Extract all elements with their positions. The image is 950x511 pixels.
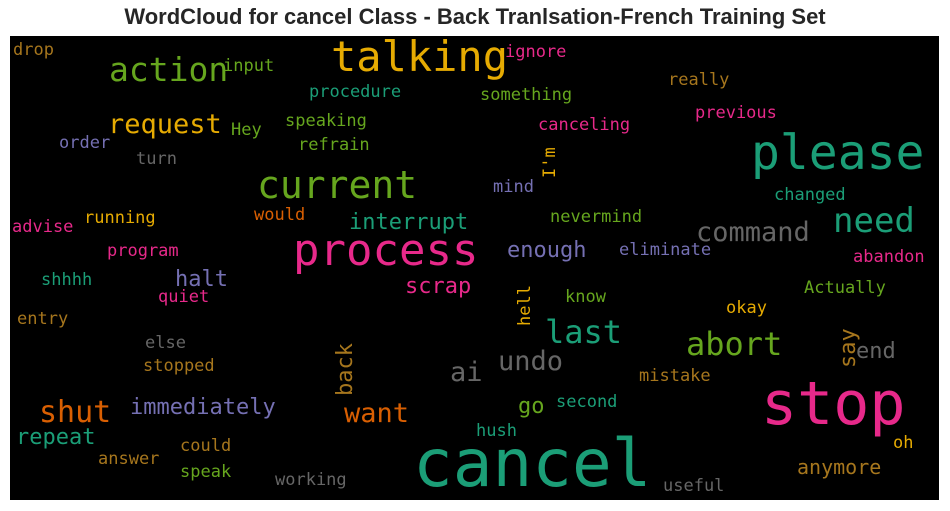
word-ignore: ignore [505,42,567,62]
word-talking: talking [331,36,509,81]
word-running: running [84,208,156,228]
word-else: else [145,333,186,353]
word-stop: stop [761,369,906,439]
word-mind: mind [493,177,534,197]
word-want: want [344,398,410,429]
word-enough: enough [507,238,587,263]
word-second: second [556,392,618,412]
word-really: really [668,70,730,90]
word-previous: previous [695,103,777,123]
word-stopped: stopped [143,356,215,376]
word-actually: Actually [804,278,886,298]
word-oh: oh [893,433,914,453]
word-back: back [333,343,358,396]
word-answer: answer [98,449,160,469]
word-request: request [108,109,222,140]
word-quiet: quiet [158,287,210,307]
word-cancel: cancel [413,425,652,500]
word-last: last [545,313,623,351]
word-halt: halt [175,267,228,292]
word-useful: useful [663,476,725,496]
word-canceling: canceling [538,115,631,135]
word-shut: shut [39,395,112,430]
word-working: working [275,470,347,490]
word-shhhh: shhhh [41,270,93,290]
word-interrupt: interrupt [349,210,469,235]
word-scrap: scrap [405,274,472,299]
word-repeat: repeat [16,425,96,450]
word-changed: changed [774,185,846,205]
word-ai: ai [450,357,483,388]
word-go: go [518,394,545,419]
word-hush: hush [476,421,517,441]
word-order: order [59,133,111,153]
word-need: need [833,201,915,241]
chart-title: WordCloud for cancel Class - Back Tranls… [124,4,826,29]
word-could: could [180,436,232,456]
word-action: action [109,50,229,89]
word-abandon: abandon [853,247,925,267]
word-im: I'm [540,147,560,178]
word-abort: abort [686,325,783,363]
word-refrain: refrain [298,135,370,155]
word-undo: undo [498,346,564,377]
word-drop: drop [13,40,54,60]
word-procedure: procedure [309,82,402,102]
word-input: input [223,56,275,76]
word-end: end [856,339,896,364]
word-immediately: immediately [130,395,276,420]
word-something: something [480,85,573,105]
word-advise: advise [12,217,74,237]
word-know: know [565,287,606,307]
word-speak: speak [180,462,232,482]
word-turn: turn [136,149,177,169]
word-would: would [254,205,306,225]
word-mistake: mistake [639,366,711,386]
word-please: please [751,125,925,181]
word-process: process [293,225,479,276]
word-eliminate: eliminate [619,240,712,260]
word-cloud: cancel stop please process talking curre… [10,36,939,500]
word-entry: entry [17,309,69,329]
word-command: command [696,217,810,248]
word-program: program [107,241,179,261]
word-speaking: speaking [285,111,367,131]
word-anymore: anymore [797,455,882,479]
word-hey: Hey [231,120,262,140]
word-current: current [257,163,418,207]
word-okay: okay [726,298,767,318]
word-nevermind: nevermind [550,207,643,227]
word-hell: hell [515,285,535,326]
